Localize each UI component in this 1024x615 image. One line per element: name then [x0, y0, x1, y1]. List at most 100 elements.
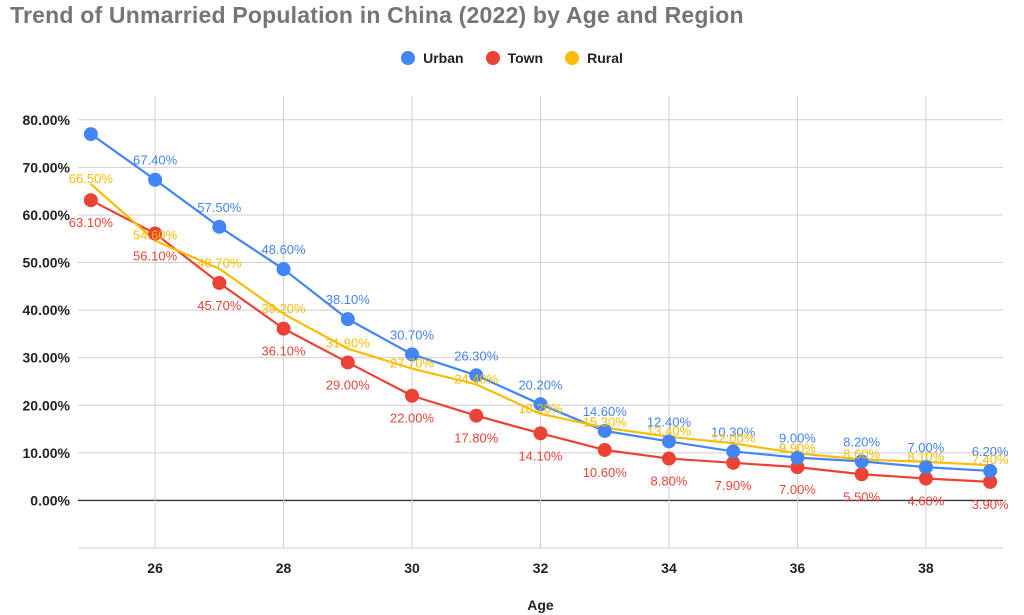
- data-label-town: 10.60%: [583, 465, 628, 480]
- y-tick-label: 40.00%: [23, 302, 71, 318]
- data-label-urban: 12.40%: [647, 414, 692, 429]
- legend-label-urban: Urban: [423, 50, 464, 66]
- chart-title: Trend of Unmarried Population in China (…: [10, 2, 744, 28]
- data-point-town: [597, 442, 612, 457]
- data-label-urban: 14.60%: [583, 404, 628, 419]
- data-label-town: 45.70%: [197, 298, 242, 313]
- data-label-rural: 13.40%: [647, 424, 692, 439]
- data-point-town: [533, 426, 548, 441]
- data-label-rural: 8.10%: [907, 449, 944, 464]
- legend-marker-town: [485, 51, 500, 65]
- data-point-town: [469, 408, 484, 423]
- data-point-urban: [918, 460, 933, 475]
- data-label-town: 3.90%: [972, 497, 1009, 512]
- data-label-rural: 39.20%: [262, 301, 307, 316]
- data-label-town: 4.60%: [907, 494, 944, 509]
- data-label-urban: 10.30%: [711, 424, 756, 439]
- y-tick-label: 0.00%: [30, 492, 70, 508]
- data-label-rural: 31.90%: [326, 336, 371, 351]
- data-label-urban: 7.00%: [907, 440, 944, 455]
- legend-label-rural: Rural: [587, 50, 623, 66]
- data-point-urban: [340, 312, 355, 327]
- x-tick-label: 26: [147, 560, 163, 576]
- data-point-town: [148, 226, 163, 241]
- legend: Urban Town Rural: [0, 50, 1024, 66]
- data-point-urban: [983, 463, 998, 478]
- legend-item-town[interactable]: Town: [485, 50, 544, 66]
- data-point-town: [340, 355, 355, 370]
- x-tick-label: 32: [533, 560, 549, 576]
- data-point-urban: [83, 127, 98, 142]
- data-label-urban: 57.50%: [197, 200, 242, 215]
- data-label-rural: 18.20%: [518, 401, 563, 416]
- data-label-urban: 67.40%: [133, 153, 178, 168]
- data-point-urban: [854, 454, 869, 469]
- data-label-town: 8.80%: [651, 474, 688, 489]
- legend-marker-urban: [401, 51, 416, 65]
- data-point-urban: [726, 444, 741, 459]
- data-label-urban: 20.20%: [518, 377, 563, 392]
- data-point-urban: [597, 423, 612, 438]
- legend-marker-rural: [565, 51, 580, 65]
- data-label-town: 22.00%: [390, 411, 435, 426]
- data-label-urban: 30.70%: [390, 327, 435, 342]
- y-tick-label: 50.00%: [23, 255, 71, 271]
- data-label-rural: 24.40%: [454, 371, 499, 386]
- legend-item-urban[interactable]: Urban: [401, 50, 464, 66]
- data-point-town: [918, 471, 933, 486]
- data-label-urban: 48.60%: [262, 242, 307, 257]
- data-label-town: 7.00%: [779, 482, 816, 497]
- data-label-town: 5.50%: [843, 489, 880, 504]
- data-label-rural: 48.70%: [197, 256, 242, 271]
- data-point-town: [726, 455, 741, 470]
- legend-item-rural[interactable]: Rural: [565, 50, 623, 66]
- x-tick-label: 38: [918, 560, 934, 576]
- data-point-town: [661, 451, 676, 466]
- data-point-urban: [212, 219, 227, 234]
- data-label-urban: 9.00%: [779, 431, 816, 446]
- data-label-rural: 12.00%: [711, 430, 756, 445]
- x-tick-label: 28: [276, 560, 292, 576]
- data-point-urban: [661, 434, 676, 449]
- data-point-town: [983, 474, 998, 489]
- data-point-town: [212, 275, 227, 290]
- data-point-urban: [533, 397, 548, 412]
- data-label-rural: 8.60%: [843, 447, 880, 462]
- data-label-town: 14.10%: [518, 448, 563, 463]
- data-point-town: [405, 388, 420, 403]
- y-tick-label: 20.00%: [23, 397, 71, 413]
- series-line-rural: [90, 183, 991, 467]
- data-point-town: [854, 467, 869, 482]
- x-tick-label: 30: [404, 560, 420, 576]
- data-label-rural: 9.90%: [779, 440, 816, 455]
- data-point-urban: [148, 172, 163, 187]
- data-label-rural: 15.30%: [583, 415, 628, 430]
- x-tick-label: 34: [661, 560, 677, 576]
- data-label-town: 36.10%: [262, 344, 307, 359]
- data-label-town: 29.00%: [326, 377, 371, 392]
- x-tick-label: 36: [790, 560, 806, 576]
- data-label-urban: 38.10%: [326, 292, 371, 307]
- data-label-urban: 26.30%: [454, 348, 499, 363]
- data-point-urban: [276, 262, 291, 277]
- data-label-rural: 54.60%: [133, 228, 178, 243]
- data-label-urban: 6.20%: [972, 444, 1009, 459]
- y-tick-label: 10.00%: [23, 445, 71, 461]
- legend-label-town: Town: [507, 50, 544, 66]
- y-tick-label: 30.00%: [23, 350, 71, 366]
- data-label-town: 7.90%: [715, 478, 752, 493]
- y-tick-label: 70.00%: [23, 159, 71, 175]
- data-label-urban: 8.20%: [843, 434, 880, 449]
- data-point-town: [83, 193, 98, 208]
- x-axis-label: Age: [527, 597, 554, 613]
- data-label-town: 63.10%: [69, 215, 114, 230]
- data-label-town: 56.10%: [133, 249, 178, 264]
- y-tick-label: 60.00%: [23, 207, 71, 223]
- data-point-urban: [790, 450, 805, 465]
- data-label-rural: 66.50%: [69, 171, 114, 186]
- data-label-rural: 27.70%: [390, 356, 435, 371]
- data-point-town: [276, 321, 291, 336]
- data-label-rural: 7.40%: [972, 452, 1009, 467]
- data-point-urban: [469, 368, 484, 383]
